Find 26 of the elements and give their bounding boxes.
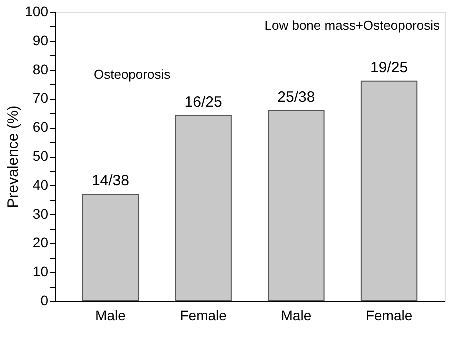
bar <box>82 194 140 302</box>
y-tick-label: 60 <box>32 119 49 136</box>
x-tick-label: Male <box>281 308 312 324</box>
y-tick-label: 40 <box>32 176 49 193</box>
x-tick-label: Female <box>366 308 413 324</box>
bar <box>175 116 232 302</box>
y-axis-title: Prevalence (%) <box>5 106 22 208</box>
data-label: 19/25 <box>370 59 408 76</box>
annotation: Osteoporosis <box>94 67 172 82</box>
y-tick-label: 20 <box>32 234 49 251</box>
data-label: 16/25 <box>184 94 222 112</box>
data-label: 14/38 <box>92 172 130 190</box>
y-tick-label: 100 <box>25 4 49 20</box>
bar <box>268 110 325 302</box>
x-tick-label: Female <box>180 308 228 324</box>
y-tick-label: 10 <box>32 264 49 280</box>
data-label: 25/38 <box>278 88 316 106</box>
y-tick-label: 30 <box>32 206 49 222</box>
annotation: Low bone mass+Osteoporosis <box>264 18 440 33</box>
y-tick-label: 50 <box>32 148 49 164</box>
y-tick-label: 0 <box>40 292 49 308</box>
bar <box>360 80 418 302</box>
y-tick-label: 90 <box>32 32 49 48</box>
x-tick-label: Male <box>96 308 126 324</box>
y-tick-label: 70 <box>32 90 49 106</box>
y-tick-label: 80 <box>32 61 49 78</box>
